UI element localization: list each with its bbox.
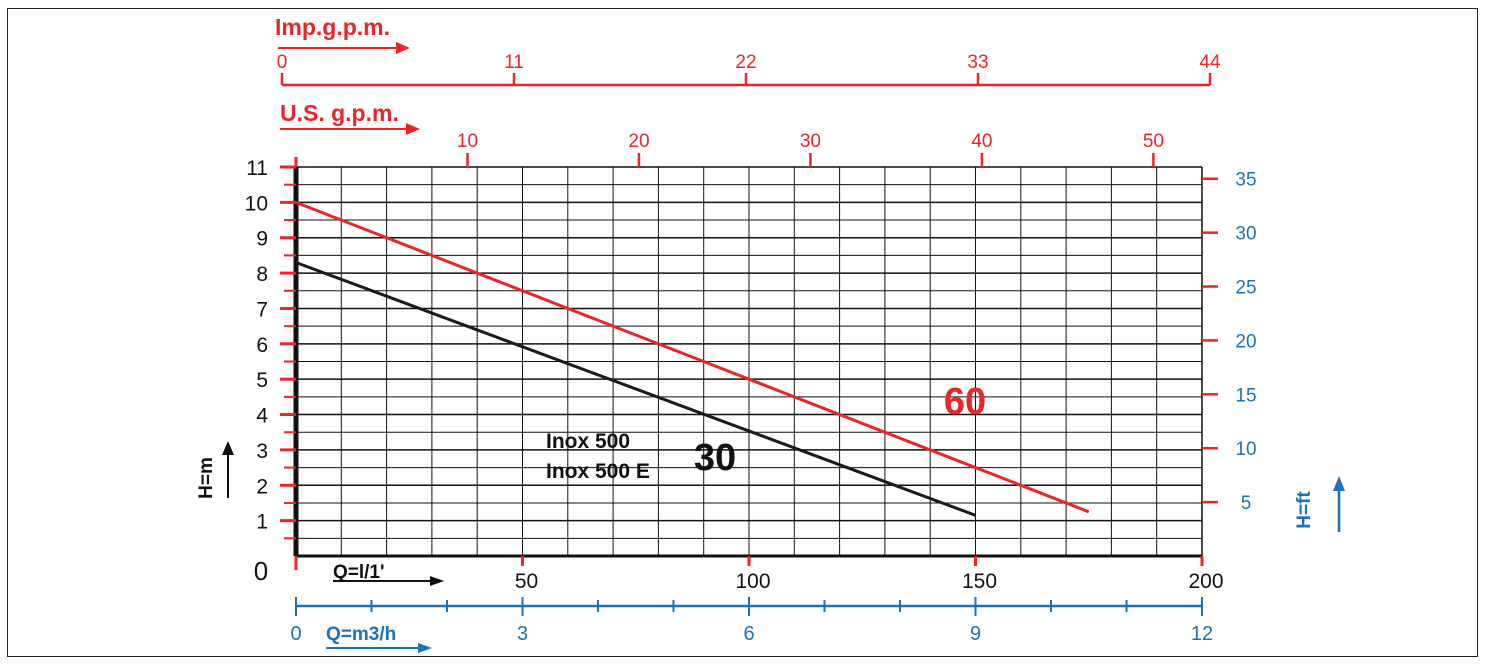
m3h-tick-label: 9 [970, 623, 981, 645]
y-tick-label: 3 [256, 440, 268, 463]
us-unit-label: U.S. g.p.m. [280, 100, 399, 126]
m3h-tick-label: 12 [1191, 623, 1213, 645]
y-tick-label: 4 [256, 405, 268, 428]
y2-tick-label: 15 [1235, 385, 1256, 406]
model-label-1: Inox 500 [546, 430, 630, 453]
y2-tick-label: 30 [1235, 224, 1256, 245]
y2-arrow-head [1333, 476, 1345, 491]
labels: Imp.g.p.m. U.S. g.p.m. Inox 500 Inox 500… [196, 14, 1315, 645]
us-tick-label: 40 [971, 131, 992, 152]
curve-label-60: 60 [944, 381, 986, 423]
m3h-tick-label: 6 [743, 623, 754, 645]
y2-tick-label: 35 [1235, 170, 1256, 191]
y-tick-label: 6 [256, 334, 268, 357]
x-unit-label: Q=l/1' [333, 562, 385, 583]
axes [222, 42, 1345, 653]
grid [296, 167, 1202, 556]
imp-tick-label: 33 [967, 52, 988, 73]
curve-60 [295, 200, 1090, 514]
model-label-2: Inox 500 E [546, 460, 650, 483]
y-tick-label: 5 [256, 369, 268, 392]
y2-unit-label: H=ft [1294, 491, 1315, 529]
x-arrow-head [430, 576, 444, 586]
chart-frame [7, 8, 1478, 657]
us-arrow-head [406, 123, 420, 135]
y-unit-label: H=m [196, 457, 217, 499]
x-tick-label: 0 [254, 556, 268, 586]
y-tick-label: 9 [256, 228, 268, 251]
m3h-arrow-head [418, 643, 432, 653]
y-tick-label: 11 [246, 157, 268, 180]
imp-tick-label: 0 [277, 52, 288, 73]
curve-label-30: 30 [694, 437, 736, 479]
x-tick-label: 200 [1188, 570, 1223, 593]
y-tick-label: 7 [256, 298, 268, 321]
x-tick-label: 50 [515, 570, 538, 593]
y2-tick-label: 25 [1235, 278, 1256, 299]
curves: 60 30 [295, 200, 1090, 517]
us-tick-label: 10 [457, 131, 478, 152]
curve-30 [295, 261, 977, 517]
y-tick-label: 1 [256, 511, 268, 534]
x-tick-label: 100 [735, 570, 770, 593]
m3h-tick-label: 0 [290, 623, 301, 645]
imp-unit-label: Imp.g.p.m. [275, 14, 390, 40]
y2-tick-label: 10 [1235, 439, 1256, 460]
imp-tick-label: 22 [735, 52, 756, 73]
y2-tick-label: 20 [1235, 331, 1256, 352]
y-tick-label: 10 [245, 192, 268, 215]
y-arrow-head [222, 441, 234, 455]
y-tick-label: 8 [256, 263, 268, 286]
us-tick-label: 30 [800, 131, 821, 152]
y2-tick-label: 5 [1241, 493, 1252, 514]
us-tick-label: 20 [628, 131, 649, 152]
imp-tick-label: 44 [1199, 52, 1221, 73]
imp-arrow-head [396, 42, 410, 54]
m3h-tick-label: 3 [517, 623, 528, 645]
m3h-unit-label: Q=m3/h [326, 624, 396, 645]
imp-tick-label: 11 [504, 52, 524, 73]
y-tick-label: 2 [256, 475, 268, 498]
us-tick-label: 50 [1143, 131, 1164, 152]
x-tick-label: 150 [962, 570, 997, 593]
